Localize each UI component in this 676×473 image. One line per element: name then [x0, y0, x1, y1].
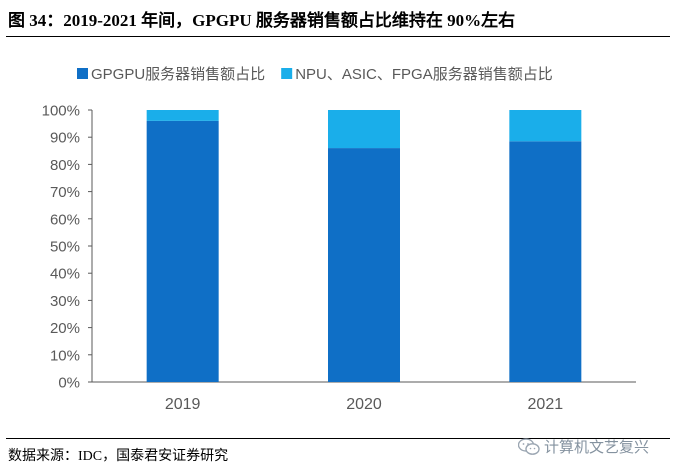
legend-swatch-1: [77, 68, 88, 79]
legend-label-2: NPU、ASIC、FPGA服务器销售额占比: [295, 66, 553, 83]
bar-2019-series-2: [146, 110, 219, 121]
bar-2019-series-1: [146, 120, 219, 382]
bar-2020-series-2: [328, 110, 400, 149]
figure-title: 图 34：2019-2021 年间，GPGPU 服务器销售额占比维持在 90%左…: [8, 11, 516, 30]
x-tick-label: 2021: [528, 396, 564, 413]
y-tick-label: 0%: [58, 375, 80, 392]
y-tick-label: 30%: [50, 293, 80, 310]
wechat-icon: [518, 437, 540, 455]
y-tick-label: 50%: [50, 239, 80, 256]
bar-2020-series-1: [328, 148, 400, 382]
source-note: 数据来源：IDC，国泰君安证券研究: [8, 449, 229, 464]
bar-2021-series-1: [509, 141, 582, 382]
y-tick-label: 20%: [50, 320, 80, 337]
y-tick-label: 80%: [50, 157, 80, 174]
legend-swatch-2: [281, 68, 293, 79]
source-divider: [6, 438, 670, 439]
watermark: 计算机文艺复兴: [518, 436, 649, 457]
y-tick-label: 10%: [50, 347, 80, 364]
title-divider: [6, 36, 670, 37]
y-tick-label: 40%: [50, 266, 80, 283]
bar-2021-series-2: [509, 110, 582, 142]
y-tick-label: 90%: [50, 130, 80, 147]
y-tick-label: 70%: [50, 184, 80, 201]
x-tick-label: 2020: [346, 396, 382, 413]
y-tick-label: 60%: [50, 211, 80, 228]
legend-label-1: GPGPU服务器销售额占比: [91, 66, 265, 83]
x-tick-label: 2019: [165, 396, 201, 413]
y-tick-label: 100%: [42, 103, 80, 120]
watermark-text: 计算机文艺复兴: [544, 439, 650, 456]
